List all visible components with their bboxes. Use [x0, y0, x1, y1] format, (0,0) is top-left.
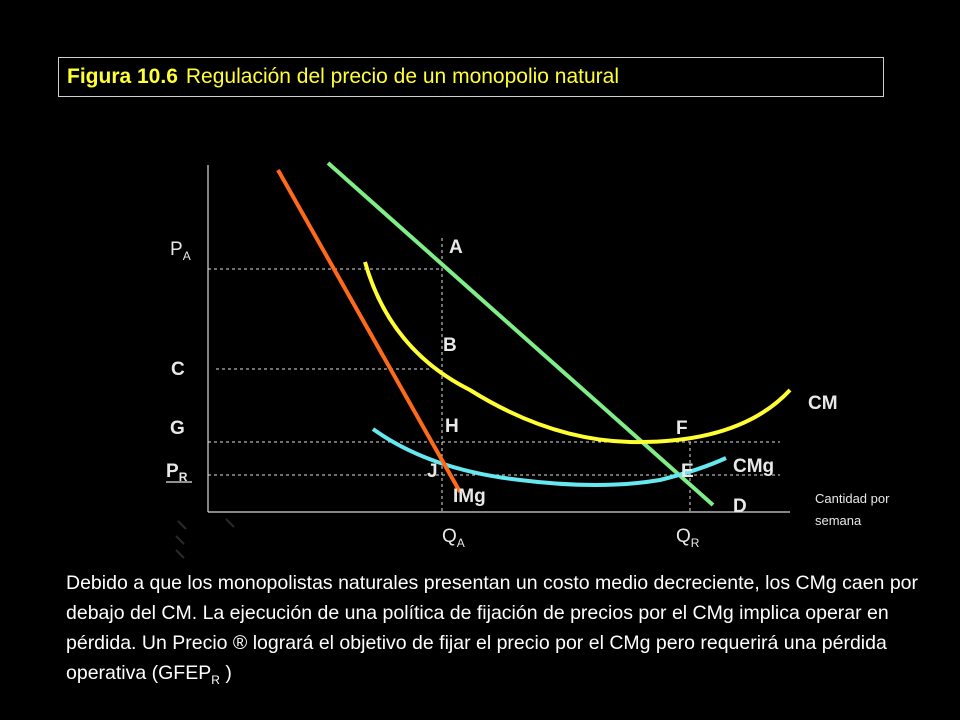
- axis-note-line1: Cantidad por: [815, 491, 890, 506]
- label-pr: PR: [166, 461, 188, 484]
- figure-title-box: Figura 10.6 Regulación del precio de un …: [58, 57, 884, 97]
- point-b: B: [443, 335, 457, 356]
- figure-number: Figura 10.6: [67, 65, 178, 88]
- label-c: C: [171, 359, 185, 380]
- point-h: H: [445, 416, 459, 437]
- demand-curve: [326, 161, 715, 507]
- figure-title: Regulación del precio de un monopolio na…: [185, 65, 620, 88]
- point-f: F: [676, 418, 688, 439]
- decor-mark: [177, 520, 187, 530]
- label-qr: QR: [676, 526, 700, 550]
- average-cost-curve: [363, 261, 792, 445]
- caption-tail: ): [219, 662, 232, 684]
- caption-body: Debido a que los monopolistas naturales …: [66, 572, 919, 684]
- marginal-revenue-curve: [276, 169, 462, 493]
- decor-mark: [225, 518, 235, 528]
- curve-label-img: IMg: [453, 486, 486, 507]
- label-g: G: [170, 418, 185, 439]
- point-e: E: [681, 461, 694, 482]
- caption-subscript: R: [211, 672, 220, 687]
- curve-label-cm: CM: [808, 393, 838, 414]
- point-a: A: [449, 237, 463, 258]
- decor-mark: [175, 549, 185, 559]
- curve-label-cmg: CMg: [733, 456, 774, 477]
- explanation-text: Debido a que los monopolistas naturales …: [66, 568, 936, 695]
- curve-label-d: D: [733, 496, 747, 517]
- marginal-cost-curve: [371, 427, 727, 487]
- label-qa: QA: [442, 526, 465, 550]
- axis-note-line2: semana: [815, 513, 862, 528]
- label-pa: PA: [170, 239, 191, 263]
- decor-mark: [175, 535, 185, 545]
- point-j: J: [427, 461, 438, 482]
